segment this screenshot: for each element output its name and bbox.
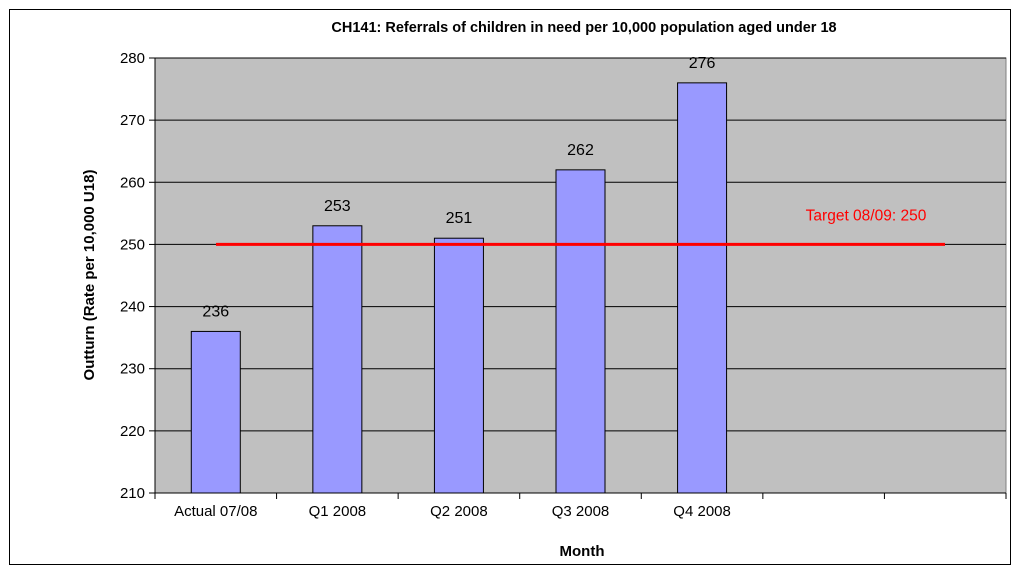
x-axis-label: Month (560, 543, 605, 560)
bar (433, 237, 484, 494)
target-group: Target 08/09: 250 (216, 207, 945, 246)
bar (312, 225, 363, 494)
bar-value-label: 276 (689, 55, 716, 72)
chart-title: CH141: Referrals of children in need per… (331, 20, 836, 36)
y-tick-label: 280 (120, 50, 145, 67)
y-tick-label: 270 (120, 112, 145, 129)
x-tick-label: Actual 07/08 (174, 503, 257, 520)
y-axis-label: Outturn (Rate per 10,000 U18) (81, 170, 98, 381)
x-tick-label: Q3 2008 (552, 503, 610, 520)
y-tick-label: 250 (120, 236, 145, 253)
bar (677, 82, 728, 494)
y-tick-label: 230 (120, 361, 145, 378)
y-tick-label: 260 (120, 174, 145, 191)
y-tick-label: 210 (120, 485, 145, 502)
y-tick-label: 240 (120, 299, 145, 316)
bar (190, 330, 241, 494)
y-tick-label: 220 (120, 423, 145, 440)
target-label: Target 08/09: 250 (806, 207, 927, 224)
bar-value-label: 262 (567, 142, 594, 159)
x-tick-label: Q1 2008 (309, 503, 367, 520)
bar-value-label: 236 (202, 303, 229, 320)
bar (555, 169, 606, 494)
bars: 236 253 251 262 276 (190, 55, 728, 494)
axes: 210 220 230 240 250 260 270 280 Actual 07/08 Q1 2… (120, 50, 1007, 520)
bar-value-label: 253 (324, 198, 351, 215)
bar-value-label: 251 (446, 210, 473, 227)
x-tick-label: Q4 2008 (673, 503, 731, 520)
x-tick-label: Q2 2008 (430, 503, 488, 520)
